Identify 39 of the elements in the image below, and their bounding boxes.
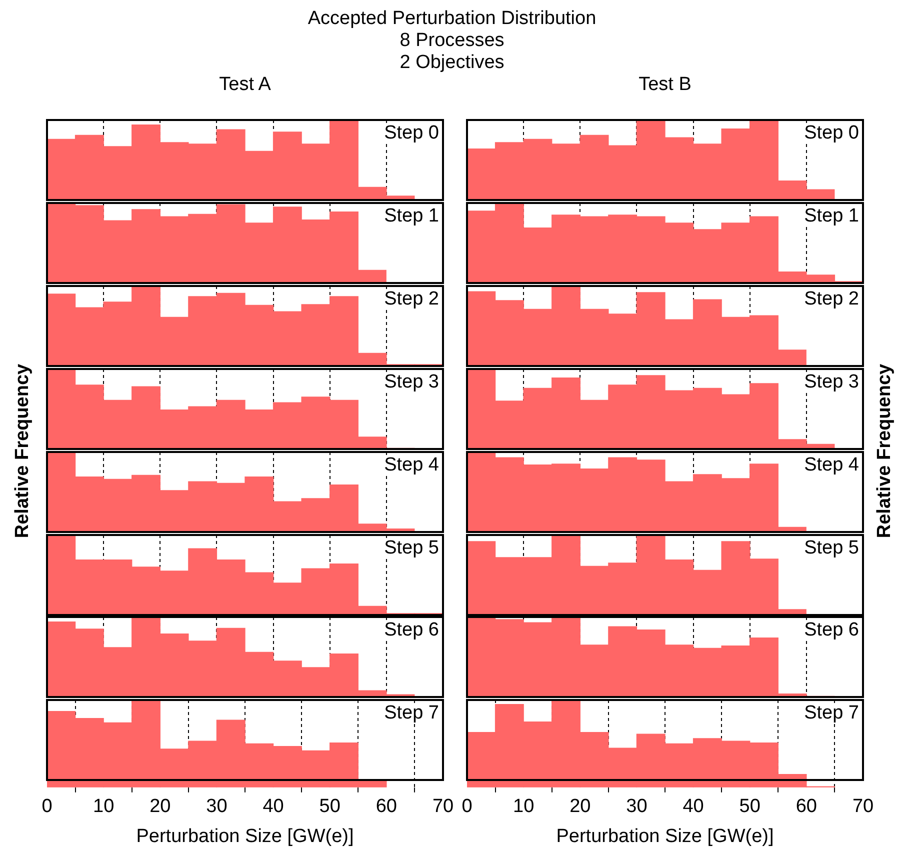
y-axis-title: Relative Frequency [874, 362, 896, 540]
chart-subtitle: Test A [218, 74, 272, 96]
chart-subtitle: Test B [638, 74, 692, 96]
x-tick-label: 40 [682, 796, 704, 818]
chart-title: Accepted Perturbation Distribution 8 Processes 2 Objectives [306, 8, 598, 74]
annotation: Step 6 [804, 620, 859, 642]
x-tick-label: 20 [150, 796, 171, 818]
x-tick-label: 60 [376, 796, 397, 818]
x-tick-label: 30 [626, 796, 648, 818]
annotation: Step 4 [804, 454, 860, 476]
annotation: Step 5 [384, 537, 439, 558]
x-tick-label: 60 [796, 796, 817, 818]
annotation: Step 0 [384, 122, 439, 144]
annotation: Step 1 [384, 206, 439, 227]
x-tick-label: 0 [42, 796, 52, 818]
annotation: Step 4 [384, 454, 440, 476]
x-tick-label: 10 [513, 796, 534, 818]
annotation: Step 3 [384, 371, 439, 392]
x-tick-label: 70 [432, 796, 454, 818]
x-axis-title: Perturbation Size [GW(e)] [556, 826, 774, 848]
annotation: Step 1 [804, 206, 859, 227]
annotation: Step 2 [804, 288, 859, 310]
x-tick-label: 20 [570, 796, 591, 818]
y-axis-title: Relative Frequency [12, 362, 34, 540]
annotation: Step 7 [384, 703, 439, 724]
x-tick-label: 10 [93, 796, 114, 818]
x-tick-label: 70 [852, 796, 874, 818]
annotation: Step 5 [804, 537, 859, 558]
annotation: Step 6 [384, 620, 439, 642]
annotation: Step 2 [384, 288, 439, 310]
x-tick-label: 50 [739, 796, 760, 818]
x-tick-label: 30 [206, 796, 228, 818]
annotation: Step 7 [804, 703, 859, 724]
annotation: Step 3 [804, 371, 859, 392]
x-tick-label: 50 [319, 796, 340, 818]
annotation: Step 0 [804, 122, 859, 144]
x-axis-title: Perturbation Size [GW(e)] [136, 826, 354, 848]
x-tick-label: 40 [262, 796, 284, 818]
x-tick-label: 0 [462, 796, 472, 818]
